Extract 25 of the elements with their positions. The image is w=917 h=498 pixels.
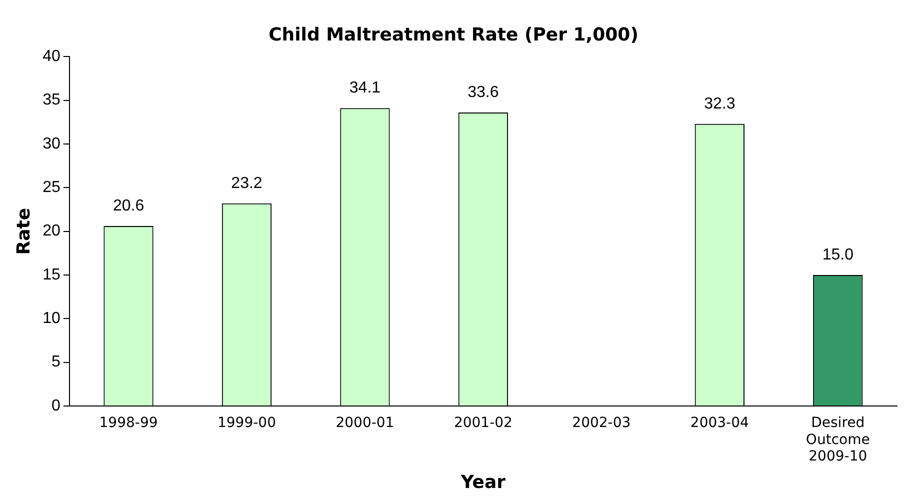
y-tick-label: 25 — [42, 179, 60, 196]
x-tick-label: 2002-03 — [572, 415, 631, 432]
y-tick-label: 15 — [42, 266, 60, 284]
y-axis-title: Rate — [13, 208, 34, 255]
data-label: 20.6 — [112, 197, 144, 214]
x-axis-title: Year — [460, 472, 506, 493]
y-tick-label: 40 — [42, 48, 60, 66]
data-label: 32.3 — [704, 95, 736, 112]
data-label: 23.2 — [231, 174, 262, 192]
data-label: 15.0 — [822, 246, 854, 264]
y-tick-label: 5 — [51, 354, 60, 371]
x-tick-label: 2001-02 — [454, 415, 512, 432]
data-label: 34.1 — [349, 80, 381, 97]
y-tick-label: 0 — [51, 397, 60, 414]
data-label: 33.6 — [468, 84, 499, 101]
chart-title: Child Maltreatment Rate (Per 1,000) — [268, 24, 638, 46]
x-tick-label: 1998-99 — [99, 415, 158, 432]
x-tick-label: 1999-00 — [217, 415, 276, 432]
x-tick-label: Desired Outcome 2009-10 — [806, 415, 870, 465]
y-tick-label: 10 — [42, 310, 60, 328]
x-tick-label: 2000-01 — [336, 415, 394, 432]
y-tick-label: 20 — [42, 222, 60, 240]
y-tick-label: 30 — [42, 135, 60, 152]
y-tick-label: 35 — [42, 92, 60, 109]
x-tick-label: 2003-04 — [690, 415, 749, 432]
